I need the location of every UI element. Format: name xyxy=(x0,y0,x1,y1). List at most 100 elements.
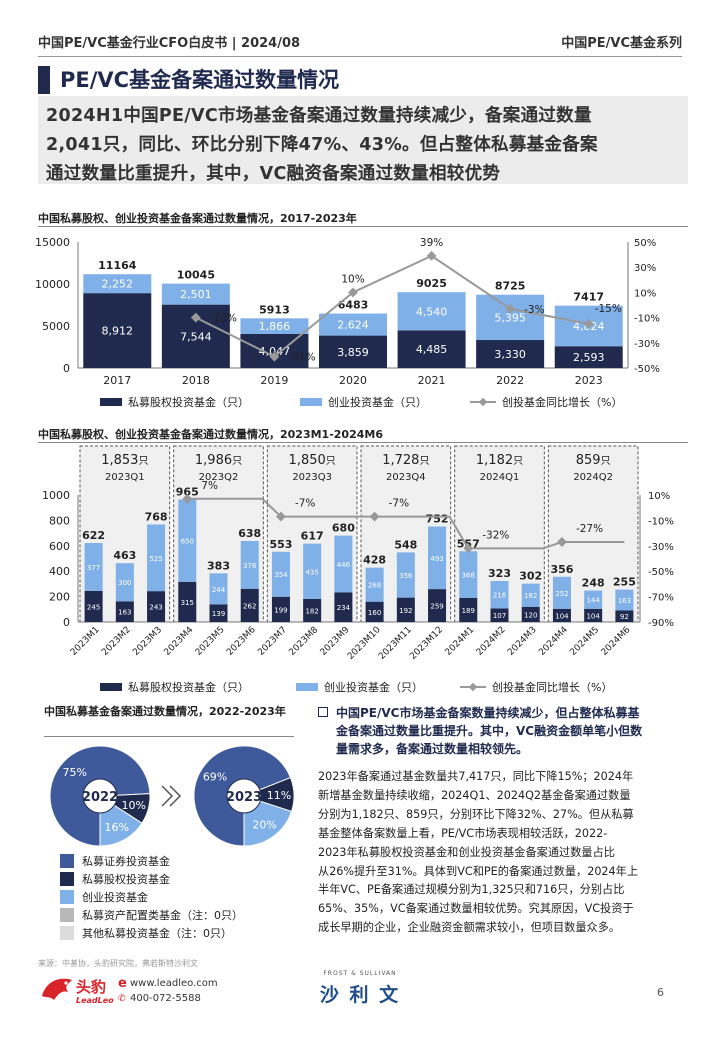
quarter-count-unit: 只 xyxy=(232,456,242,467)
fs-logo-small: FROST & SULLIVAN xyxy=(323,970,397,977)
quarter-count-value: 1,728 xyxy=(382,453,419,468)
bar-total-label: 356 xyxy=(550,563,573,576)
footer-website[interactable]: www.leadleo.com xyxy=(130,978,218,989)
bar-total-label: 768 xyxy=(145,510,168,523)
bar-vc-label: 1,866 xyxy=(259,320,291,333)
bar-total-label: 553 xyxy=(269,538,292,551)
bar-pe xyxy=(428,589,447,622)
bar-pe xyxy=(396,597,415,622)
pie-legend-swatch xyxy=(60,854,74,868)
bar-pe-label: 139 xyxy=(212,610,225,618)
bar-vc-label: 252 xyxy=(555,590,568,598)
bar-vc-label: 300 xyxy=(118,579,131,587)
bar-pe-label: 120 xyxy=(524,611,537,619)
bar-pe xyxy=(521,606,540,622)
bar-pe xyxy=(240,334,309,368)
bar-vc-label: 163 xyxy=(618,597,631,605)
pie-legend-item: 私募股权投资基金 xyxy=(60,870,300,888)
bar-pe-label: 107 xyxy=(493,612,506,620)
bar-vc xyxy=(84,543,103,591)
x-tick-label: 2019 xyxy=(260,374,288,386)
pie-legend-label: 私募资产配置类基金（注：0只） xyxy=(82,909,243,922)
y2-tick-label: -30% xyxy=(634,339,660,350)
pie-legend-label: 私募证券投资基金 xyxy=(82,855,170,868)
legend-swatch-vc xyxy=(300,398,322,406)
growth-label: -7% xyxy=(295,498,315,510)
bar-pe xyxy=(397,330,466,368)
bar-vc-label: 356 xyxy=(399,572,413,580)
chart1-legend-pe: 私募股权投资基金（只） xyxy=(100,394,249,410)
quarter-count-value: 1,986 xyxy=(195,453,232,468)
y2-tick-label: 50% xyxy=(634,238,656,249)
quarter-name: 2023Q3 xyxy=(292,472,332,483)
pie-title: 中国私募基金备案通过数量情况，2022-2023年 xyxy=(44,705,286,718)
bar-vc-label: 216 xyxy=(493,592,507,600)
bar-pe xyxy=(240,588,259,622)
pie-legend-item: 私募证券投资基金 xyxy=(60,852,300,870)
bar-vc xyxy=(83,274,152,294)
x-tick-label: 2024M3 xyxy=(506,625,539,658)
bar-vc-label: 2,624 xyxy=(337,319,369,332)
bar-vc-label: 4,540 xyxy=(416,305,448,318)
bar-vc-label: 435 xyxy=(305,568,318,576)
pie-legend: 私募证券投资基金 私募股权投资基金 创业投资基金 私募资产配置类基金（注：0只） 其他私… xyxy=(60,852,300,942)
growth-line xyxy=(187,497,625,550)
section-title: PE/VC基金备案通过数量情况 xyxy=(60,68,340,92)
footer-phone: 400-072-5588 xyxy=(130,993,201,1004)
x-tick-label: 2023M4 xyxy=(163,625,196,658)
insight-body-line: 新增基金数量持续收缩，2024Q1、2024Q2基金备案通过数量 xyxy=(318,788,631,802)
bar-total-label: 248 xyxy=(582,577,605,590)
growth-label: -32% xyxy=(482,529,509,541)
bar-vc xyxy=(396,552,415,598)
summary-line-2: 2,041只，同比、环比分别下降47%、43%。但占整体私募基金备案 xyxy=(46,135,598,155)
legend-label-vc: 创业投资基金（只） xyxy=(324,681,423,694)
insight-title-line-1: 中国PE/VC市场基金备案数量持续减少，但占整体私募基 xyxy=(318,704,688,722)
growth-label: 10% xyxy=(341,273,364,285)
chart2-title: 中国私募股权、创业投资基金备案通过数量情况，2023M1-2024M6 xyxy=(38,428,383,441)
insight-body-line: 分别为1,182只、859只，分别环比下降32%、27%。但从私募 xyxy=(318,807,634,821)
y2-tick-label: -10% xyxy=(648,516,674,527)
pie-center xyxy=(226,778,262,814)
bar-total-label: 10045 xyxy=(177,269,215,282)
quarter-count-value: 1,850 xyxy=(289,453,326,468)
quarter-count-value: 859 xyxy=(576,453,601,468)
bar-total-label: 752 xyxy=(426,512,449,525)
bar-pe xyxy=(319,335,387,368)
y-tick-label: 200 xyxy=(49,591,70,604)
bar-pe xyxy=(615,610,634,622)
growth-label: -10% xyxy=(210,313,237,325)
y2-tick-label: -90% xyxy=(648,618,674,629)
pie-legend-item: 私募资产配置类基金（注：0只） xyxy=(60,906,300,924)
bar-vc-label: 493 xyxy=(430,555,443,563)
quarter-name: 2024Q1 xyxy=(480,472,520,483)
summary-line-3: 通过数量比重提升，其中，VC融资备案通过数量相较优势 xyxy=(46,164,501,184)
bar-vc-label: 268 xyxy=(368,582,381,590)
insight-body-line: 成长早期的企业，企业融资金额需求较小，但项目数量众多。 xyxy=(318,921,621,935)
bar-vc-label: 368 xyxy=(462,572,475,580)
pie-slice-label: 11% xyxy=(267,789,291,802)
x-tick-label: 2024M2 xyxy=(475,625,508,658)
y2-tick-label: -50% xyxy=(648,567,674,578)
bar-vc xyxy=(334,535,353,593)
bar-total-label: 463 xyxy=(113,549,136,562)
bar-total-label: 255 xyxy=(613,576,636,589)
quarter-name: 2024Q2 xyxy=(573,472,613,483)
legend-label-pe: 私募股权投资基金（只） xyxy=(128,681,249,694)
insight-body-line: 半年VC、PE备案通过规模分别为1,325只和716只，分别占比 xyxy=(318,883,625,897)
footer-logo-sub: LeadLeo xyxy=(76,996,114,1005)
bar-vc-label: 244 xyxy=(212,586,226,594)
insight-body-line: 65%、35%，VC备案通过数量相较优势。究其原因，VC投资于 xyxy=(318,902,634,916)
bar-total-label: 6483 xyxy=(338,299,369,312)
growth-line xyxy=(195,254,589,358)
pie-center-label: 2022 xyxy=(82,790,118,805)
footer-source: 来源：中基协，头豹研究院，弗若斯特沙利文 xyxy=(38,959,198,968)
bar-pe-label: 199 xyxy=(274,606,287,614)
quarter-name: 2023Q4 xyxy=(386,472,426,483)
x-tick-label: 2023M7 xyxy=(256,625,289,658)
bar-vc-label: 354 xyxy=(274,571,288,579)
legend-swatch-pe xyxy=(100,398,122,406)
bar-total-label: 622 xyxy=(82,529,105,542)
insight-body-line: 2023年私募股权投资基金和创业投资基金备案通过数量占比 xyxy=(318,845,615,859)
bar-pe-label: 2,593 xyxy=(573,351,605,364)
bar-vc-label: 182 xyxy=(524,592,537,600)
